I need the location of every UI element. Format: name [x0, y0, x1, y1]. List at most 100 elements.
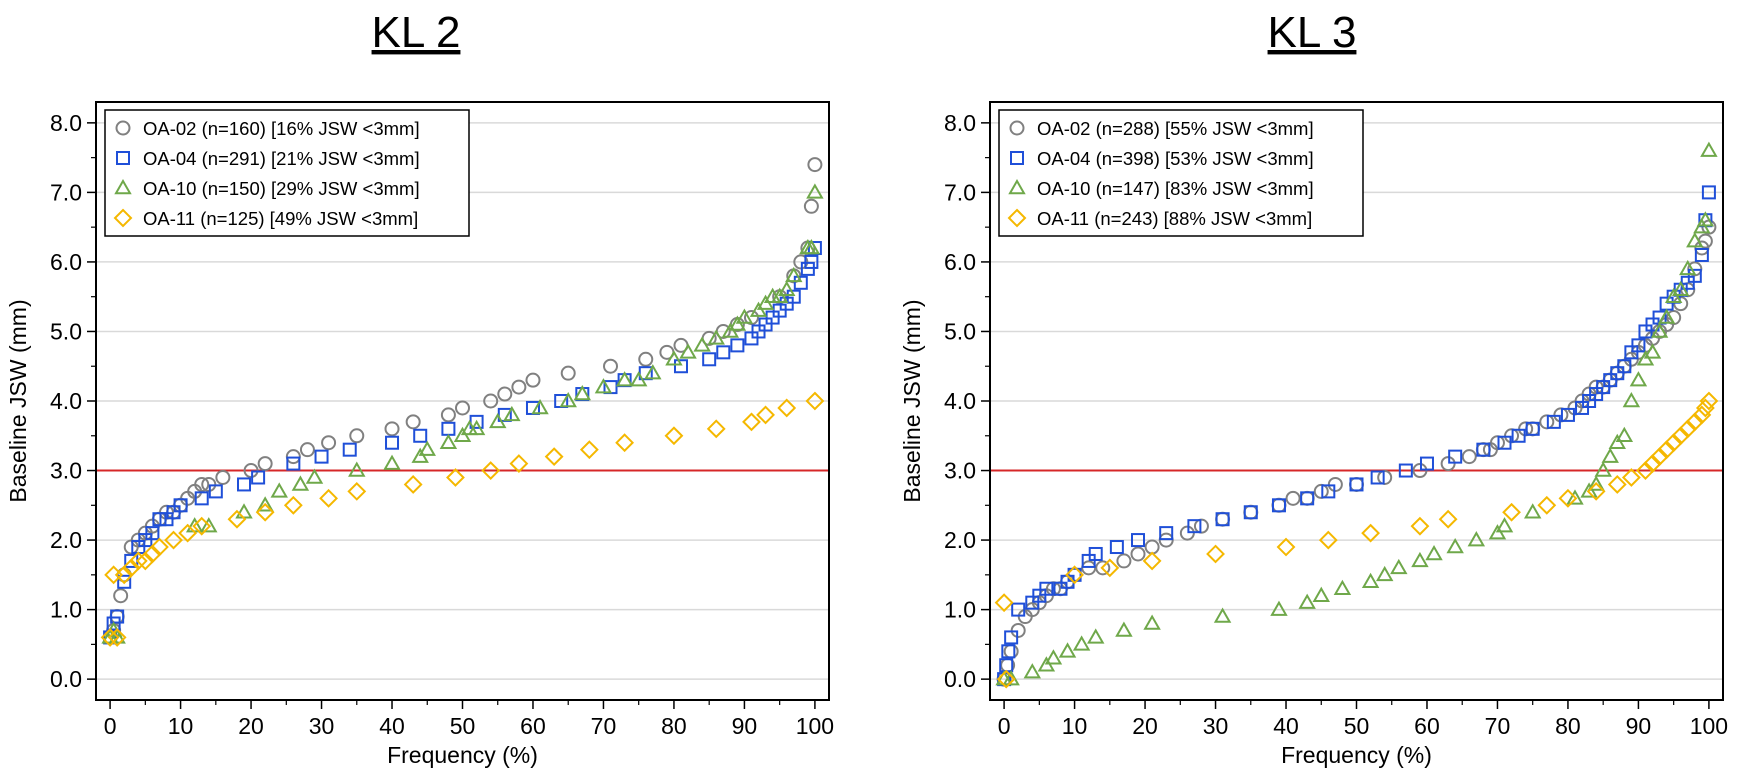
legend-marker [1009, 120, 1025, 136]
data-point [531, 398, 549, 415]
data-point [1390, 558, 1408, 575]
data-point [1349, 476, 1364, 492]
data-point [1361, 523, 1381, 543]
legend-entry: OA-10 (n=150) [29% JSW <3mm] [143, 178, 420, 199]
y-tick-label: 5.0 [50, 318, 82, 344]
data-point [1511, 428, 1526, 443]
data-point [1692, 405, 1712, 425]
x-tick-label: 0 [104, 713, 117, 739]
data-point [1159, 526, 1174, 541]
data-point [173, 498, 188, 513]
data-point [1243, 505, 1258, 520]
data-point [446, 468, 465, 487]
series-triangle [101, 183, 824, 644]
x-tick-label: 70 [1485, 713, 1511, 739]
data-point [1131, 533, 1146, 548]
data-point [1361, 572, 1380, 589]
data-point [1116, 553, 1132, 569]
data-point [1411, 551, 1429, 568]
y-axis-label: Baseline JSW (mm) [899, 299, 925, 502]
y-tick-label: 6.0 [50, 249, 82, 275]
y-tick-label: 6.0 [944, 249, 976, 275]
data-point [1560, 407, 1575, 422]
panel-kl3: KL 3 0.0 1.0 2.0 3.0 4.0 5.0 6.0 7.0 8.0 0 10 20 30 40… [899, 8, 1728, 768]
x-tick-label: 30 [1203, 713, 1229, 739]
data-point [1193, 518, 1209, 534]
data-point [1419, 456, 1434, 471]
data-point [706, 419, 726, 439]
y-tick-label: 1.0 [944, 597, 976, 623]
legend-marker [115, 120, 131, 136]
data-point [413, 428, 428, 443]
data-point [786, 289, 801, 304]
data-point [1502, 502, 1521, 522]
data-point [235, 503, 253, 519]
data-point [1023, 663, 1042, 679]
data-point [319, 488, 339, 508]
data-point [1694, 247, 1709, 262]
data-point [1271, 497, 1287, 513]
data-point [1497, 435, 1512, 450]
y-tick-label: 7.0 [944, 179, 976, 205]
data-point [1299, 490, 1315, 506]
data-point [107, 628, 127, 647]
data-point [1312, 586, 1330, 602]
data-point [291, 475, 310, 491]
data-point [1657, 440, 1677, 460]
data-point [1446, 538, 1464, 554]
data-point [994, 593, 1014, 613]
data-point [1631, 338, 1646, 353]
x-tick-label: 50 [450, 713, 476, 739]
data-point [1629, 371, 1648, 387]
data-point [1115, 621, 1133, 637]
data-point [194, 476, 210, 492]
x-tick-label: 20 [238, 713, 264, 739]
data-point [673, 359, 688, 374]
y-tick-label: 4.0 [50, 388, 82, 414]
data-point [1213, 607, 1232, 623]
data-point [1375, 565, 1394, 582]
data-point [1594, 461, 1612, 477]
data-point [1607, 475, 1627, 494]
y-tick-label: 5.0 [944, 318, 976, 344]
data-point [467, 419, 486, 436]
data-point [1622, 391, 1641, 408]
data-point [200, 517, 218, 533]
data-point [804, 254, 819, 269]
legend-entry: OA-04 (n=291) [21% JSW <3mm] [143, 148, 420, 169]
data-point [793, 275, 808, 290]
data-point [1086, 628, 1105, 644]
x-tick-label: 60 [1414, 713, 1440, 739]
data-point [1467, 531, 1486, 547]
data-point [1621, 468, 1641, 487]
data-point [1321, 484, 1336, 499]
series-square [103, 241, 822, 645]
legend-entry: OA-11 (n=243) [88% JSW <3mm] [1037, 208, 1312, 229]
data-point [418, 440, 436, 456]
data-point [1476, 442, 1491, 457]
data-point [1143, 614, 1161, 630]
data-point [347, 481, 367, 501]
chart-title: KL 3 [1268, 8, 1357, 57]
data-point [1699, 391, 1719, 411]
data-point [679, 343, 697, 359]
data-point [113, 588, 129, 604]
legend: OA-02 (n=288) [55% JSW <3mm] OA-04 (n=398… [998, 109, 1364, 237]
data-point [383, 454, 401, 470]
data-point [1679, 259, 1697, 276]
data-point [1001, 644, 1016, 659]
data-point [559, 391, 577, 408]
data-point [108, 628, 126, 644]
y-tick-label: 0.0 [50, 666, 82, 692]
data-point [743, 310, 759, 326]
data-point [1546, 414, 1561, 429]
data-point [100, 628, 120, 647]
data-point [114, 565, 134, 585]
legend-marker [116, 151, 130, 165]
data-point [497, 386, 513, 402]
data-point [208, 484, 223, 499]
data-point [1657, 308, 1676, 324]
chart-title: KL 2 [372, 8, 461, 57]
data-point [145, 526, 160, 541]
data-point [1300, 491, 1315, 506]
